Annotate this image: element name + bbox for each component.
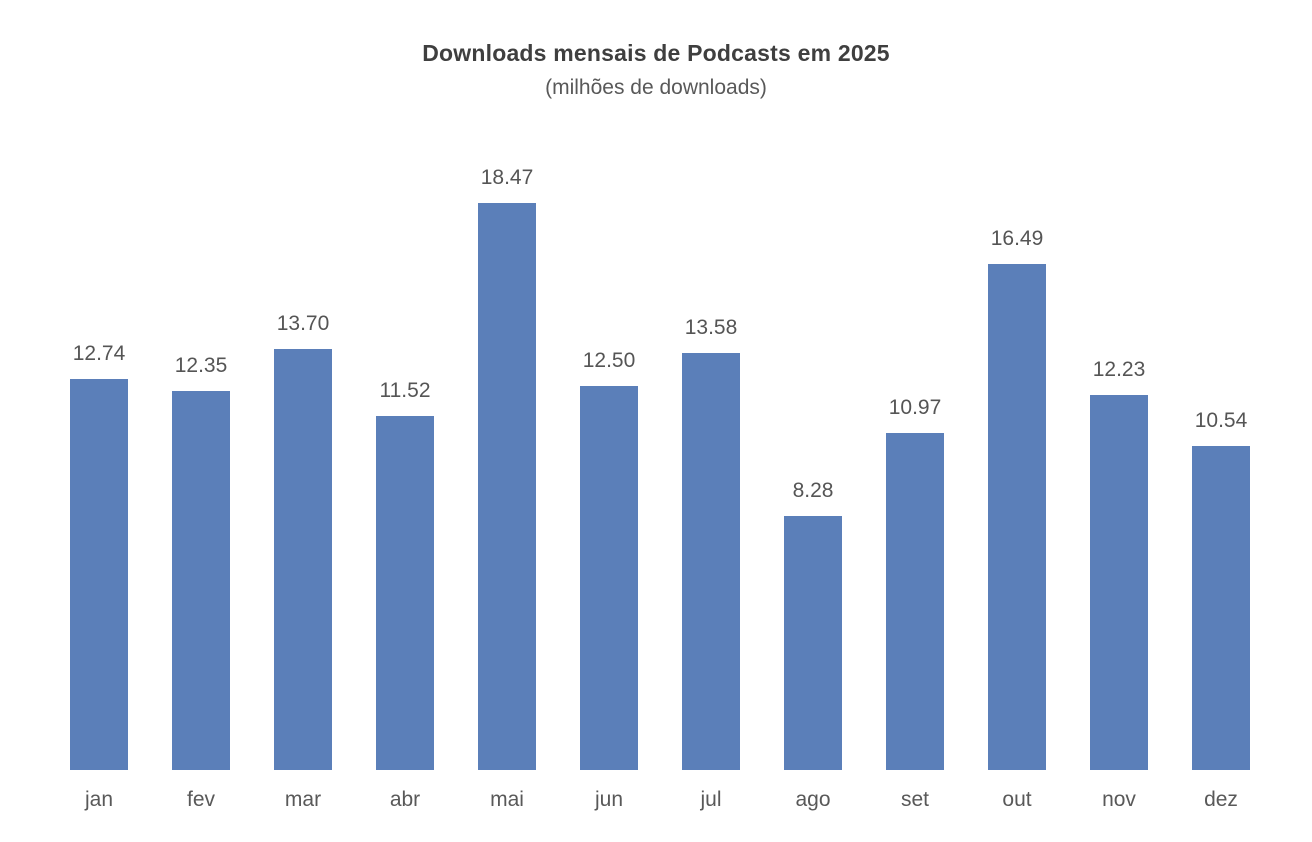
bar-column-dez: 10.54 — [1170, 140, 1272, 770]
bar-column-out: 16.49 — [966, 140, 1068, 770]
bar-fev — [172, 391, 230, 770]
bar-column-abr: 11.52 — [354, 140, 456, 770]
bar-value-label-mai: 18.47 — [480, 166, 534, 189]
bar-set — [886, 433, 944, 770]
bar-column-jun: 12.50 — [558, 140, 660, 770]
bar-mai — [478, 203, 536, 770]
bar-value-label-set: 10.97 — [888, 396, 942, 419]
bar-column-nov: 12.23 — [1068, 140, 1170, 770]
x-axis-label-jun: jun — [594, 788, 624, 811]
bar-column-jul: 13.58 — [660, 140, 762, 770]
x-axis-label-jan: jan — [84, 788, 114, 811]
bar-mar — [274, 349, 332, 770]
bar-column-ago: 8.28 — [762, 140, 864, 770]
bar-ago — [784, 516, 842, 770]
x-axis: jan fev mar abr mai jun jul ago set out nov dez — [48, 770, 1272, 842]
x-axis-label-jul: jul — [700, 788, 722, 811]
bar-column-jan: 12.74 — [48, 140, 150, 770]
bar-out — [988, 264, 1046, 770]
x-axis-label-set: set — [900, 788, 929, 811]
chart-subtitle: (milhões de downloads) — [545, 76, 767, 99]
x-axis-label-ago: ago — [795, 788, 831, 811]
bar-jan — [70, 379, 128, 770]
x-axis-label-out: out — [1002, 788, 1032, 811]
bar-value-label-jun: 12.50 — [582, 349, 636, 372]
bar-value-label-nov: 12.23 — [1092, 358, 1146, 381]
x-axis-label-nov: nov — [1102, 788, 1136, 811]
x-axis-label-fev: fev — [186, 788, 215, 811]
x-axis-label-mar: mar — [284, 788, 322, 811]
chart-title: Downloads mensais de Podcasts em 2025 — [422, 40, 890, 66]
bar-value-label-jan: 12.74 — [72, 342, 126, 365]
bar-value-label-ago: 8.28 — [792, 479, 834, 502]
bar-value-label-out: 16.49 — [990, 227, 1044, 250]
bar-value-label-fev: 12.35 — [174, 354, 228, 377]
bar-value-label-jul: 13.58 — [684, 316, 738, 339]
bar-value-label-dez: 10.54 — [1194, 409, 1248, 432]
bar-jun — [580, 386, 638, 770]
bar-value-label-abr: 11.52 — [379, 379, 431, 402]
x-axis-label-dez: dez — [1204, 788, 1238, 811]
bar-jul — [682, 353, 740, 770]
x-axis-label-abr: abr — [389, 788, 421, 811]
bar-column-fev: 12.35 — [150, 140, 252, 770]
bar-nov — [1090, 395, 1148, 770]
bar-dez — [1192, 446, 1250, 770]
bar-column-set: 10.97 — [864, 140, 966, 770]
bar-column-mar: 13.70 — [252, 140, 354, 770]
bar-value-label-mar: 13.70 — [276, 312, 330, 335]
x-axis-label-mai: mai — [490, 788, 524, 811]
bar-abr — [376, 416, 434, 770]
plot-area: 12.74 12.35 13.70 11.52 18.47 12.50 13.58 8.28 1… — [48, 140, 1272, 770]
bar-column-mai: 18.47 — [456, 140, 558, 770]
